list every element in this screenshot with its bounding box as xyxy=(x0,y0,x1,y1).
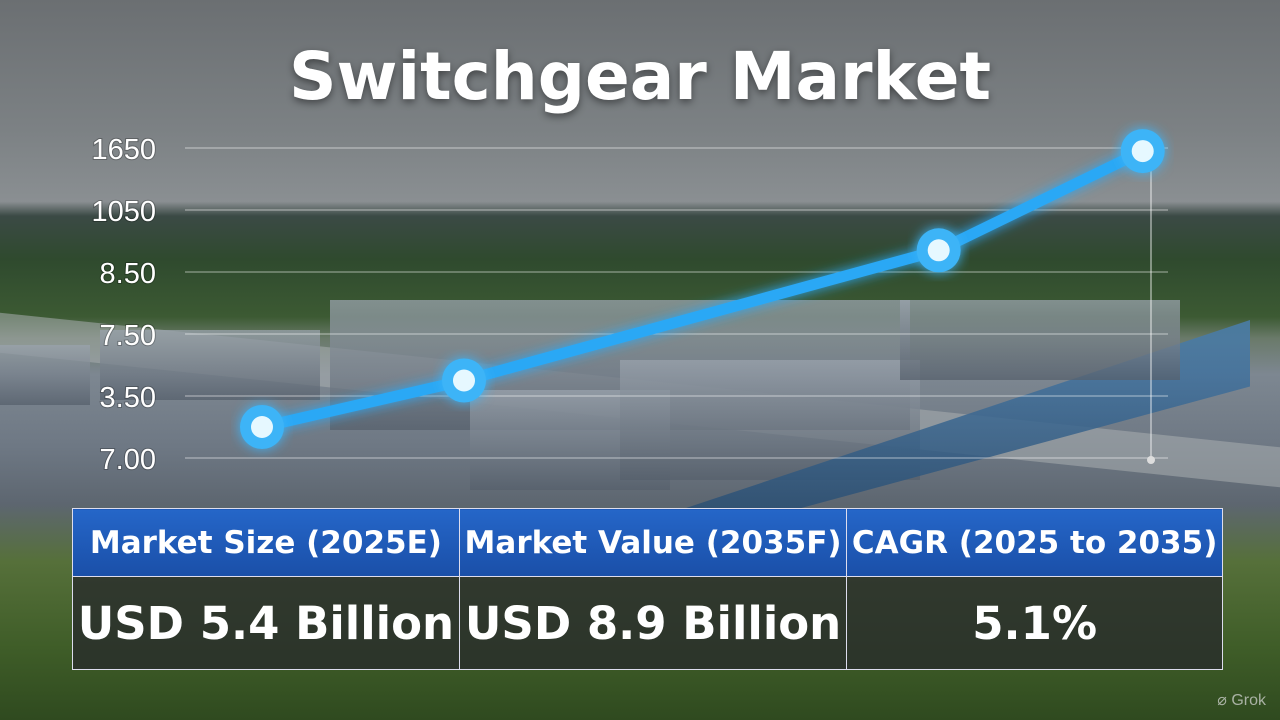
value-market-value: USD 8.9 Billion xyxy=(458,576,848,670)
header-market-value: Market Value (2035F) xyxy=(458,508,848,577)
y-tick-label: 1050 xyxy=(91,196,156,228)
page-title: Switchgear Market xyxy=(288,38,992,115)
grok-logo-icon: ⌀ xyxy=(1217,692,1227,709)
market-summary-table: Market Size (2025E) Market Value (2035F)… xyxy=(72,508,1223,670)
background-building xyxy=(100,330,320,400)
y-tick-label: 7.00 xyxy=(100,444,156,476)
header-cagr: CAGR (2025 to 2035) xyxy=(846,508,1223,577)
watermark: ⌀ Grok xyxy=(1217,690,1266,710)
header-market-size: Market Size (2025E) xyxy=(72,508,460,577)
y-tick-label: 3.50 xyxy=(100,382,156,414)
series-line xyxy=(256,145,1149,433)
data-point-center xyxy=(251,416,273,438)
data-point-center xyxy=(1131,140,1154,163)
value-market-size: USD 5.4 Billion xyxy=(72,576,460,670)
background-building xyxy=(0,345,90,405)
value-cagr: 5.1% xyxy=(846,576,1223,670)
guide-end-dot xyxy=(1147,456,1155,464)
data-point-center xyxy=(453,369,475,392)
y-tick-label: 7.50 xyxy=(100,320,156,352)
background-building xyxy=(900,300,1180,380)
watermark-text: Grok xyxy=(1231,692,1266,709)
y-tick-label: 8.50 xyxy=(100,258,156,290)
data-point-center xyxy=(927,239,950,262)
y-tick-label: 1650 xyxy=(91,134,156,166)
